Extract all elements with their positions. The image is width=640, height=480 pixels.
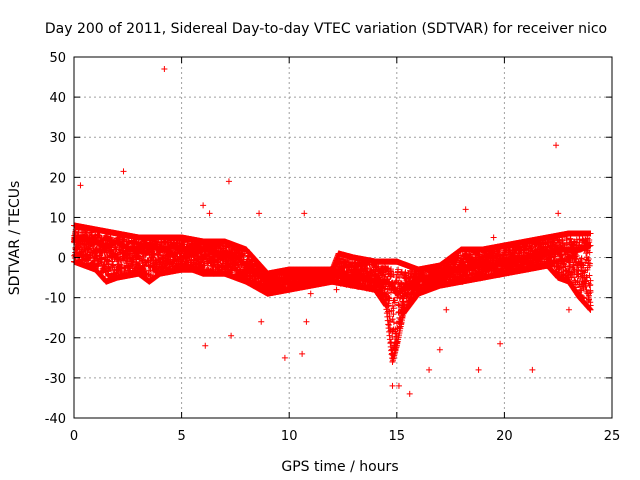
data-point [89,231,96,238]
data-point [104,257,111,264]
data-point [89,251,96,258]
data-point [105,272,112,279]
data-marks [71,66,594,397]
chart-title: Day 200 of 2011, Sidereal Day-to-day VTE… [45,21,607,37]
data-point [105,260,112,267]
data-point [110,262,117,269]
grid-lines [74,57,612,418]
data-point [104,256,111,263]
